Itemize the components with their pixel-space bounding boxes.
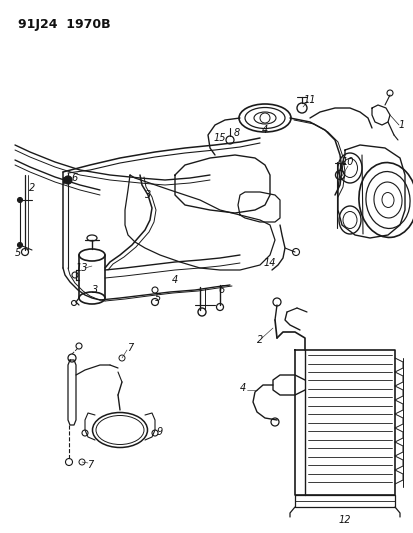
Circle shape bbox=[17, 198, 22, 203]
Text: 4: 4 bbox=[261, 125, 268, 135]
Text: 13: 13 bbox=[76, 263, 88, 273]
Text: 8: 8 bbox=[233, 128, 240, 138]
Text: 2: 2 bbox=[29, 183, 35, 193]
Text: 3: 3 bbox=[145, 190, 151, 200]
Text: 11: 11 bbox=[303, 95, 316, 105]
Text: 12: 12 bbox=[338, 515, 350, 525]
Circle shape bbox=[17, 243, 22, 247]
Text: 6: 6 bbox=[218, 285, 225, 295]
Text: 14: 14 bbox=[263, 258, 275, 268]
Text: 2: 2 bbox=[256, 335, 263, 345]
Text: 4: 4 bbox=[239, 383, 246, 393]
Text: 4: 4 bbox=[171, 275, 178, 285]
Text: 5: 5 bbox=[15, 248, 21, 258]
Text: 91J24  1970B: 91J24 1970B bbox=[18, 18, 110, 31]
Text: 7: 7 bbox=[87, 460, 93, 470]
Text: 6: 6 bbox=[72, 173, 78, 183]
Text: 1: 1 bbox=[398, 120, 404, 130]
Circle shape bbox=[64, 176, 72, 184]
Text: 5: 5 bbox=[154, 293, 161, 303]
Text: 7: 7 bbox=[126, 343, 133, 353]
Text: 10: 10 bbox=[341, 157, 354, 167]
Text: 9: 9 bbox=[157, 427, 163, 437]
Text: 3: 3 bbox=[92, 285, 98, 295]
Text: 15: 15 bbox=[213, 133, 225, 143]
